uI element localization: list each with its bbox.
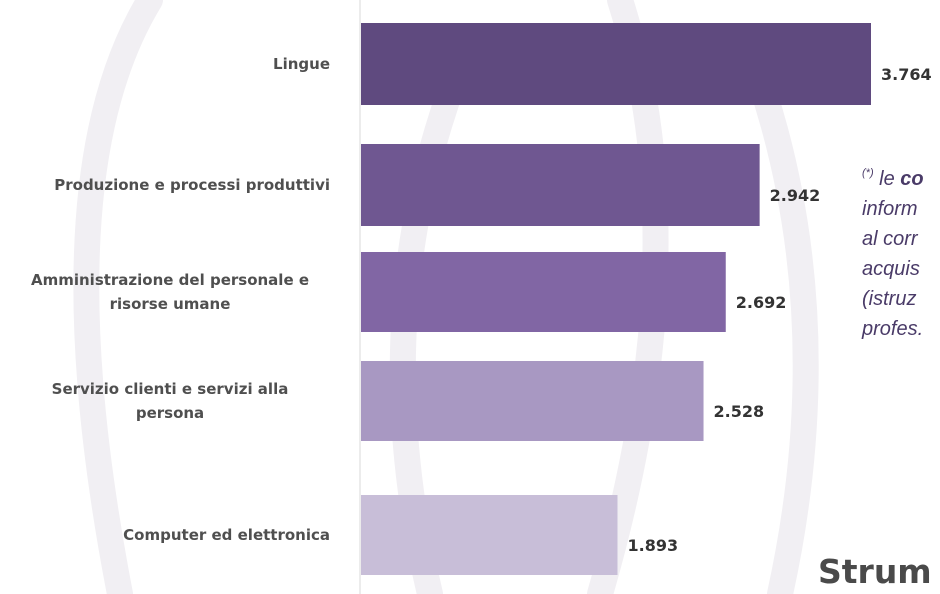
data-label: 3.764	[881, 65, 932, 84]
category-label: Lingue	[273, 55, 330, 73]
category-label: Amministrazione del personale e	[31, 271, 309, 289]
category-label: Computer ed elettronica	[123, 526, 330, 544]
footnote-line: inform	[862, 198, 918, 220]
bar	[361, 495, 618, 575]
section-title: Strum	[818, 552, 932, 591]
footnote-line: (istruz	[862, 288, 917, 310]
data-label: 1.893	[627, 536, 678, 555]
footnote-marker: (*)	[862, 167, 874, 179]
footnote-text: (*) le co inform al corr acquis (istruz …	[862, 158, 940, 344]
category-label: persona	[136, 404, 204, 422]
footnote-line: acquis	[862, 258, 920, 280]
category-label: Produzione e processi produttivi	[54, 176, 330, 194]
data-label: 2.692	[736, 293, 787, 312]
bar	[361, 144, 760, 226]
data-label: 2.528	[714, 402, 765, 421]
footnote-line: al corr	[862, 228, 918, 250]
footnote-bold-term: co	[900, 168, 924, 190]
footnote-line: (*) le co	[862, 167, 924, 190]
data-label: 2.942	[770, 186, 821, 205]
bar	[361, 23, 871, 105]
footnote-line: profes.	[862, 318, 924, 340]
bar	[361, 252, 726, 332]
category-label: risorse umane	[110, 295, 231, 313]
bar	[361, 361, 704, 441]
category-label: Servizio clienti e servizi alla	[52, 380, 289, 398]
